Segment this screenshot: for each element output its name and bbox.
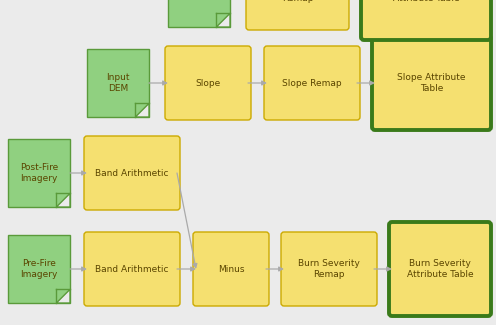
- Text: Minus: Minus: [218, 265, 244, 274]
- Text: Slope Remap: Slope Remap: [282, 79, 342, 87]
- Polygon shape: [57, 289, 70, 303]
- FancyBboxPatch shape: [8, 139, 70, 207]
- FancyBboxPatch shape: [246, 0, 349, 30]
- FancyBboxPatch shape: [8, 235, 70, 303]
- Text: Landcover
Attribute Table: Landcover Attribute Table: [393, 0, 459, 3]
- Text: Slope: Slope: [195, 79, 221, 87]
- FancyBboxPatch shape: [168, 0, 230, 27]
- Text: Landcover
Remap: Landcover Remap: [274, 0, 321, 3]
- Text: Band Arithmetic: Band Arithmetic: [95, 265, 169, 274]
- Polygon shape: [135, 103, 149, 117]
- FancyBboxPatch shape: [87, 49, 149, 117]
- Text: Burn Severity
Attribute Table: Burn Severity Attribute Table: [407, 259, 473, 279]
- Text: Post-Fire
Imagery: Post-Fire Imagery: [20, 163, 58, 183]
- FancyBboxPatch shape: [193, 232, 269, 306]
- FancyBboxPatch shape: [372, 36, 491, 130]
- Text: Burn Severity
Remap: Burn Severity Remap: [298, 259, 360, 279]
- FancyBboxPatch shape: [281, 232, 377, 306]
- Polygon shape: [216, 13, 230, 27]
- Text: Slope Attribute
Table: Slope Attribute Table: [397, 73, 466, 93]
- Text: Pre-Fire
Imagery: Pre-Fire Imagery: [20, 259, 58, 279]
- FancyBboxPatch shape: [361, 0, 491, 40]
- FancyBboxPatch shape: [264, 46, 360, 120]
- Text: Input
DEM: Input DEM: [106, 73, 130, 93]
- Polygon shape: [57, 193, 70, 207]
- FancyBboxPatch shape: [389, 222, 491, 316]
- FancyBboxPatch shape: [165, 46, 251, 120]
- FancyBboxPatch shape: [84, 136, 180, 210]
- Text: Band Arithmetic: Band Arithmetic: [95, 168, 169, 177]
- FancyBboxPatch shape: [84, 232, 180, 306]
